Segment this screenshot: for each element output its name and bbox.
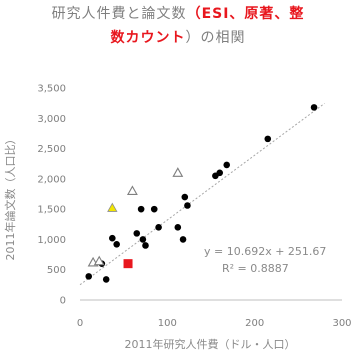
data-point-circle — [264, 135, 272, 143]
title-highlight-text-2: 数カウント — [110, 30, 186, 46]
data-point-circle — [150, 205, 158, 213]
title-highlight-text: ESI、原著、整 — [201, 6, 305, 22]
data-point-circle — [216, 169, 224, 177]
trendline-equation: y = 10.692x + 251.67 — [204, 245, 326, 258]
r-squared-label: R² = 0.8887 — [222, 262, 289, 275]
x-tick-label: 300 — [332, 318, 351, 329]
tick-labels: 0 500 1,000 1,500 2,000 2,500 3,000 3,500 0 100 20… — [37, 84, 351, 330]
data-point-yellow-triangle — [107, 202, 118, 212]
chart-title-line1: 研究人件費と論文数（ESI、原著、整 — [0, 2, 356, 26]
y-tick-label: 3,500 — [37, 84, 66, 95]
data-point-circle — [174, 224, 182, 231]
data-point-red-square — [123, 259, 133, 269]
data-point-circle — [109, 234, 116, 242]
title-open-paren: （ — [186, 6, 202, 22]
data-point-triangle — [126, 185, 138, 196]
chart-title: 研究人件費と論文数（ESI、原著、整 数カウント）の相関 — [0, 2, 356, 50]
y-tick-label: 1,500 — [37, 205, 66, 216]
data-point-circle — [139, 236, 147, 243]
title-plain-text: 研究人件費と論文数 — [51, 6, 187, 22]
y-tick-label: 3,000 — [37, 114, 66, 125]
y-tick-label: 1,000 — [37, 235, 66, 246]
y-tick-label: 0 — [60, 296, 66, 307]
data-point-circle — [102, 276, 110, 283]
x-tick-label: 100 — [158, 318, 177, 329]
y-tick-label: 2,000 — [37, 174, 66, 185]
data-point-circle — [85, 273, 93, 280]
data-point-triangle — [93, 255, 105, 266]
data-points — [85, 104, 318, 283]
x-axis-title: 2011年研究人件費（ドル・人口） — [125, 337, 296, 351]
data-point-circle — [142, 242, 149, 249]
chart-title-line2: 数カウント）の相関 — [0, 26, 356, 50]
data-point-circle — [137, 205, 145, 213]
x-tick-label: 0 — [77, 318, 83, 329]
data-point-circle — [133, 230, 141, 237]
title-rest-text: ）の相関 — [185, 30, 246, 46]
data-point-circle — [179, 236, 187, 243]
data-point-circle — [310, 104, 318, 111]
y-tick-label: 2,500 — [37, 144, 66, 155]
data-point-circle — [223, 161, 231, 169]
x-tick-label: 200 — [245, 318, 264, 329]
data-point-circle — [181, 193, 189, 201]
data-point-triangle — [172, 167, 184, 177]
data-point-circle — [184, 202, 191, 209]
trendline-group — [79, 103, 325, 286]
y-axis-title: 2011年論文数（人口比） — [3, 134, 17, 261]
data-point-circle — [155, 224, 162, 231]
data-point-circle — [113, 240, 120, 248]
y-tick-label: 500 — [47, 265, 66, 276]
trendline — [79, 103, 325, 286]
